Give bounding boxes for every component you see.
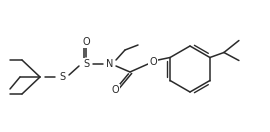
- Text: N: N: [106, 59, 114, 69]
- Text: O: O: [82, 37, 90, 47]
- Text: S: S: [59, 72, 65, 82]
- Text: S: S: [83, 59, 89, 69]
- Text: O: O: [111, 85, 119, 95]
- Text: O: O: [149, 57, 157, 67]
